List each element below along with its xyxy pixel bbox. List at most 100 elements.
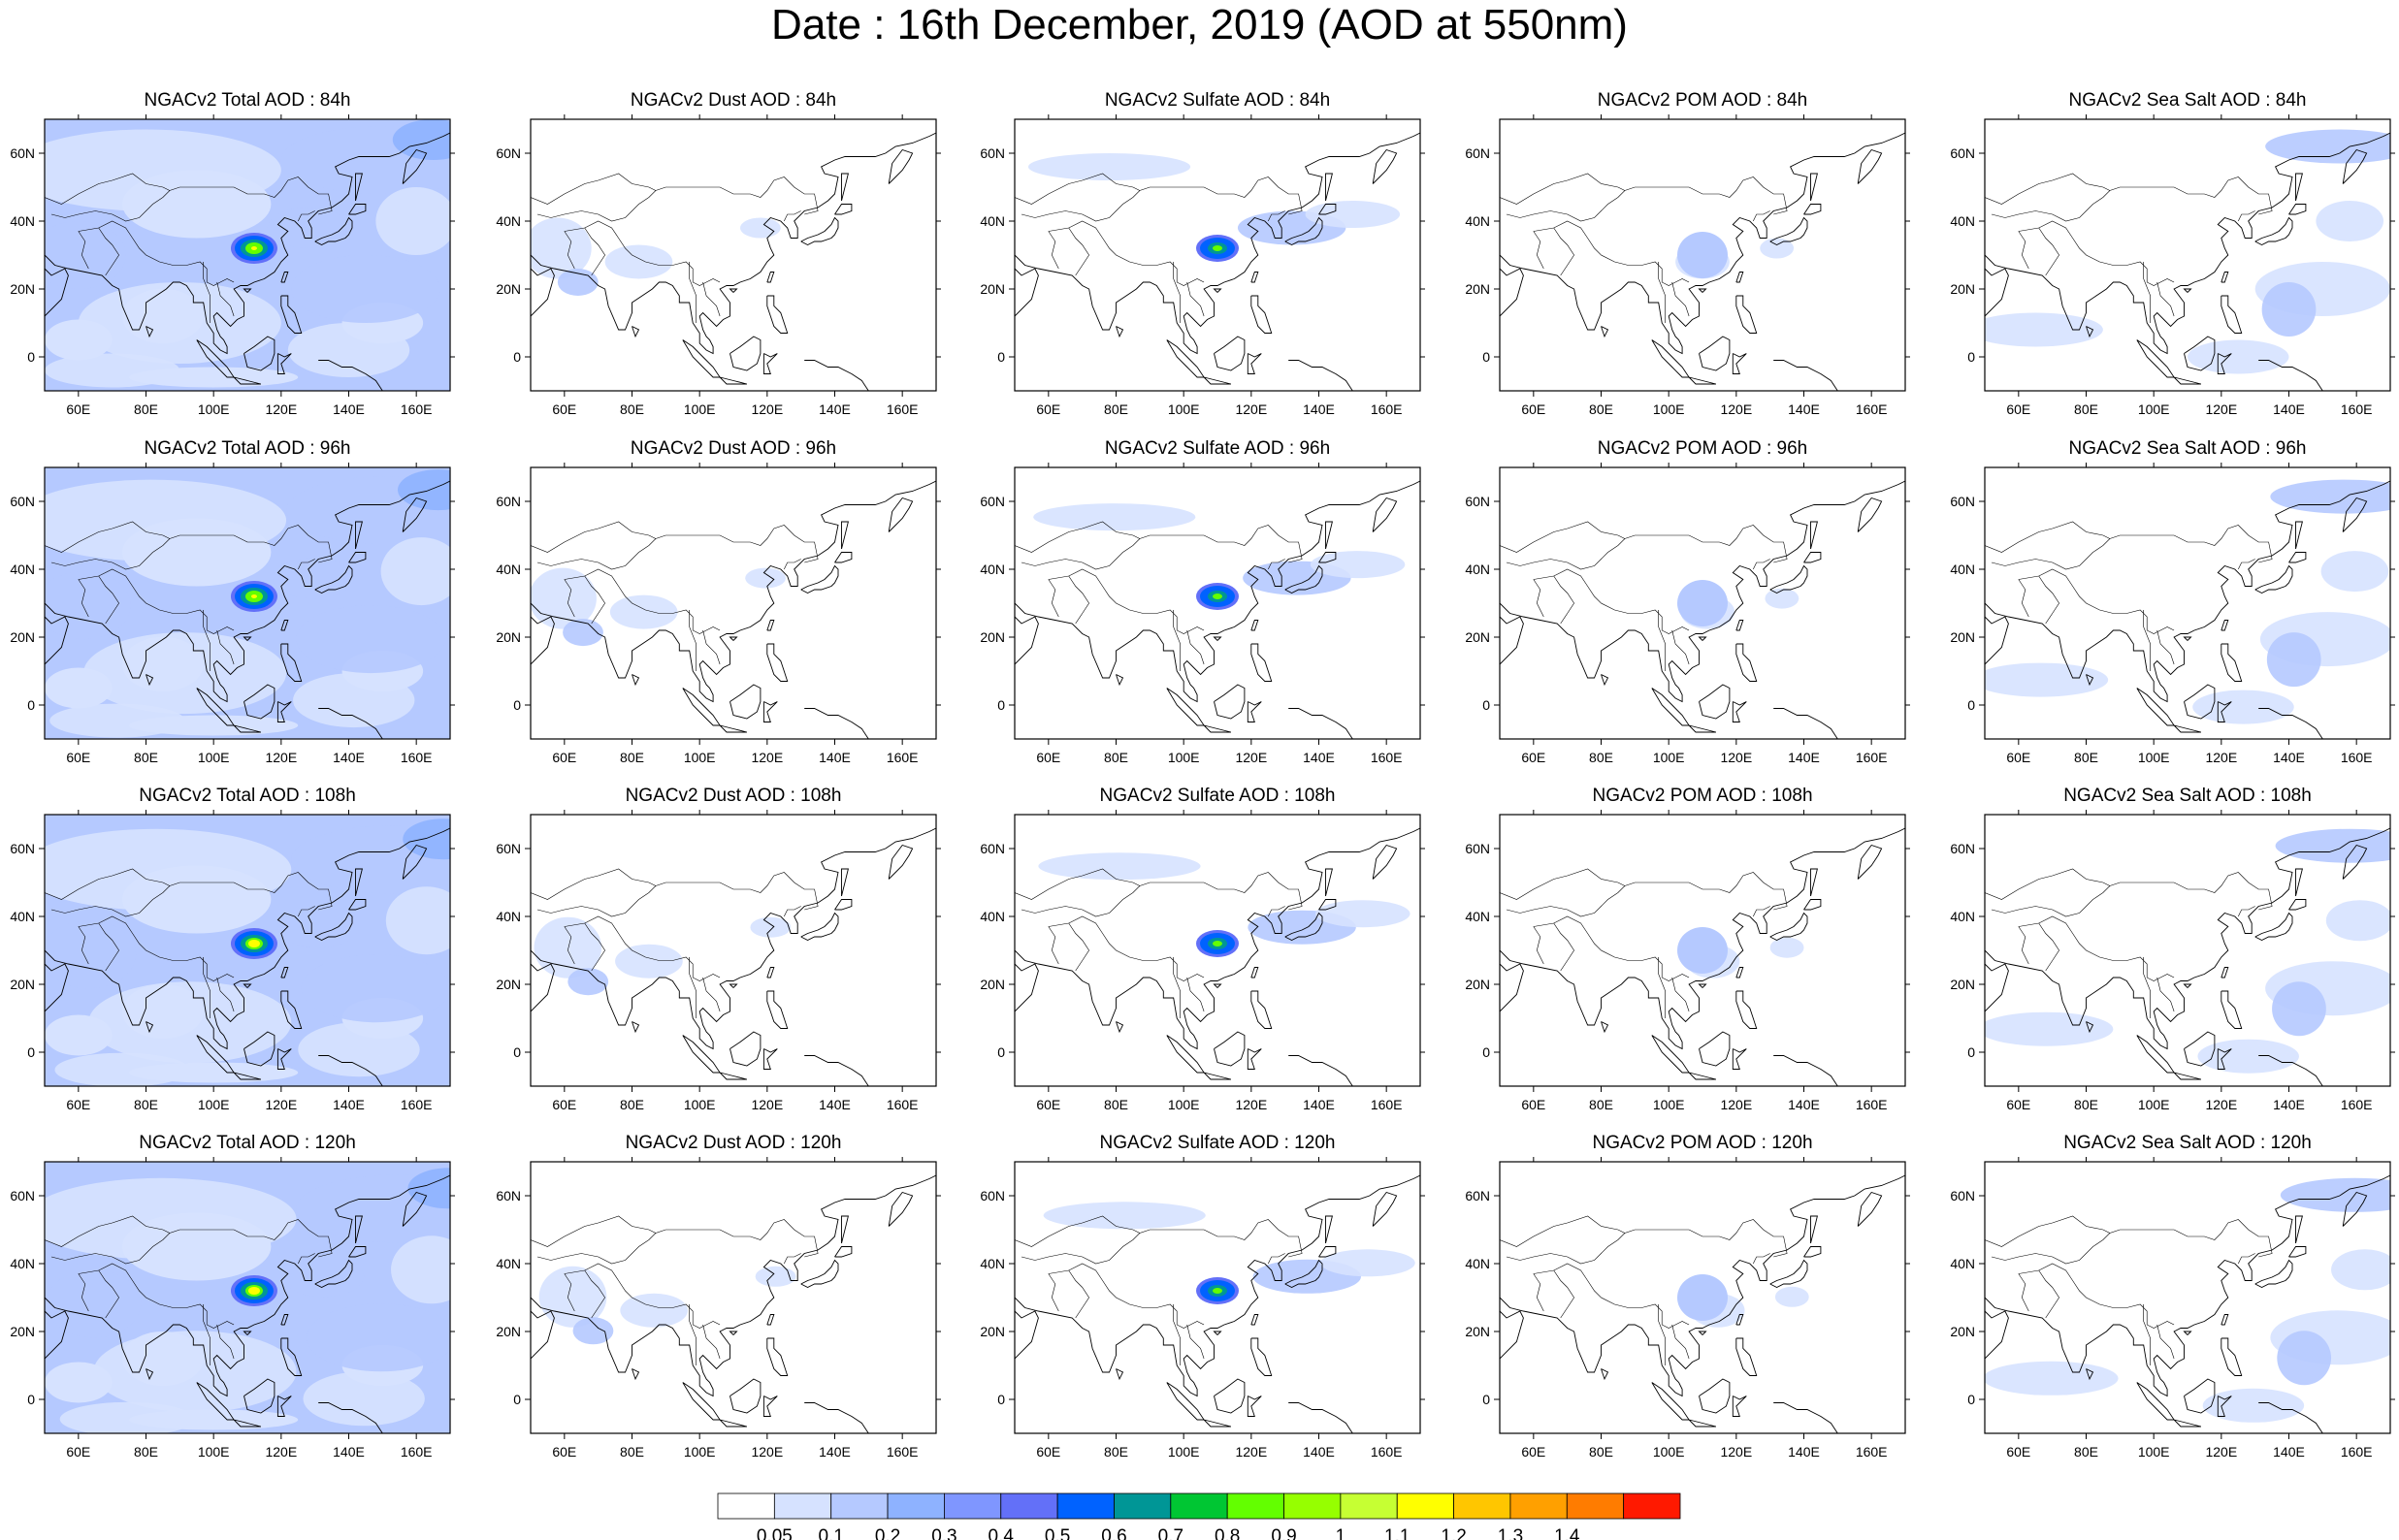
aod-patch <box>392 119 450 160</box>
aod-patch <box>2325 900 2390 942</box>
coastline <box>1250 990 1273 1029</box>
y-tick-label: 40N <box>496 1256 521 1271</box>
x-tick-label: 140E <box>1788 1444 1820 1460</box>
aod-patch <box>2266 632 2321 688</box>
map-panel: NGACv2 POM AOD : 84h 60E 80E 100E 120E 140E 16… <box>1465 90 1910 417</box>
aod-field <box>1015 827 1420 1086</box>
x-tick-label: 100E <box>198 401 230 417</box>
coastline <box>2221 272 2229 283</box>
country-border <box>1021 525 1303 570</box>
country-border <box>1021 872 1303 917</box>
country-border <box>2143 262 2151 323</box>
x-tick-label: 140E <box>2273 1444 2305 1460</box>
coastline <box>1500 950 1524 1012</box>
coastline <box>1810 173 1818 202</box>
coastline <box>2288 1246 2307 1258</box>
y-tick-label: 40N <box>1950 213 1975 229</box>
coastline <box>1699 1378 1731 1414</box>
coastline <box>318 708 383 739</box>
coastline <box>719 376 748 385</box>
aod-patch <box>1760 238 1795 259</box>
aod-hotspot <box>250 594 257 598</box>
coastline <box>1015 255 1039 317</box>
x-tick-label: 60E <box>2006 1097 2030 1112</box>
coastline <box>402 497 428 532</box>
y-tick-label: 0 <box>513 349 521 365</box>
country-border <box>584 922 605 972</box>
x-tick-label: 140E <box>2273 401 2305 417</box>
panel-title: NGACv2 Sulfate AOD : 120h <box>1100 1133 1336 1153</box>
x-tick-label: 100E <box>198 1444 230 1460</box>
country-border <box>1268 210 1285 222</box>
coastline <box>2173 1419 2202 1428</box>
aod-patch <box>2197 1039 2299 1074</box>
aod-patch <box>755 1266 796 1287</box>
colorbar-label: 1.4 <box>1554 1526 1580 1540</box>
aod-patch <box>291 825 450 894</box>
x-tick-label: 140E <box>333 1097 365 1112</box>
x-tick-label: 100E <box>684 1444 716 1460</box>
coastline <box>762 701 778 722</box>
country-border <box>1500 173 1626 205</box>
coastline <box>2086 1021 2094 1034</box>
coastline <box>348 204 367 215</box>
coastline <box>1803 552 1822 563</box>
aod-field <box>45 119 450 391</box>
x-tick-label: 80E <box>2074 1097 2098 1112</box>
y-tick-label: 20N <box>10 1324 35 1339</box>
x-tick-label: 80E <box>620 750 644 765</box>
country-border <box>1268 906 1285 917</box>
country-border <box>2018 926 2029 965</box>
x-tick-label: 160E <box>1371 1097 1403 1112</box>
x-tick-label: 160E <box>887 750 919 765</box>
colorbar-label: 0.3 <box>931 1526 956 1540</box>
coastline <box>2221 990 2243 1029</box>
coastline <box>1250 967 1259 979</box>
aod-patch <box>2316 201 2384 241</box>
map-panel: NGACv2 Sulfate AOD : 108h 60E 80E 100E 120E 1… <box>980 786 1425 1112</box>
colorbar-swatch <box>1340 1492 1398 1520</box>
x-tick-label: 140E <box>2273 1097 2305 1112</box>
coastline <box>1247 353 1262 374</box>
coastline <box>804 708 869 739</box>
country-border <box>78 220 235 286</box>
country-border <box>1985 868 2111 900</box>
aod-patch <box>1310 551 1406 579</box>
country-border <box>50 872 333 917</box>
aod-patch <box>531 217 592 279</box>
map-frame <box>1014 466 1421 740</box>
country-border <box>2018 220 2175 286</box>
coastline <box>834 204 853 215</box>
aod-patch <box>2280 1177 2390 1212</box>
coastline <box>402 1191 428 1227</box>
coastline <box>1699 684 1731 720</box>
coastline <box>1773 708 1838 739</box>
aod-patch <box>391 1235 450 1304</box>
coastline <box>1688 1072 1717 1080</box>
coastline <box>834 1246 853 1258</box>
map-panel: NGACv2 POM AOD : 108h 60E 80E 100E 120E 140E 1… <box>1465 786 1910 1112</box>
y-tick-label: 40N <box>1950 1256 1975 1271</box>
country-border <box>584 227 605 276</box>
x-tick-label: 80E <box>134 750 158 765</box>
country-border <box>1173 262 1181 323</box>
coastline <box>2342 844 2368 880</box>
country-border <box>689 262 697 323</box>
map-panel: NGACv2 Dust AOD : 120h 60E 80E 100E 120E 140E… <box>496 1133 941 1460</box>
coastline <box>1735 967 1744 979</box>
coastline <box>2254 1259 2293 1289</box>
y-tick-label: 0 <box>997 349 1005 365</box>
x-tick-label: 120E <box>265 750 297 765</box>
country-border <box>2038 575 2059 625</box>
aod-patch <box>49 703 185 738</box>
country-border <box>78 915 235 981</box>
country-border <box>531 173 657 205</box>
x-tick-label: 80E <box>134 401 158 417</box>
y-tick-label: 60N <box>980 1188 1005 1203</box>
coastline <box>888 1191 914 1227</box>
aod-patch <box>2331 1249 2390 1291</box>
coastline <box>1698 636 1707 641</box>
aod-patch <box>2275 828 2390 863</box>
country-border <box>1671 1324 1690 1360</box>
